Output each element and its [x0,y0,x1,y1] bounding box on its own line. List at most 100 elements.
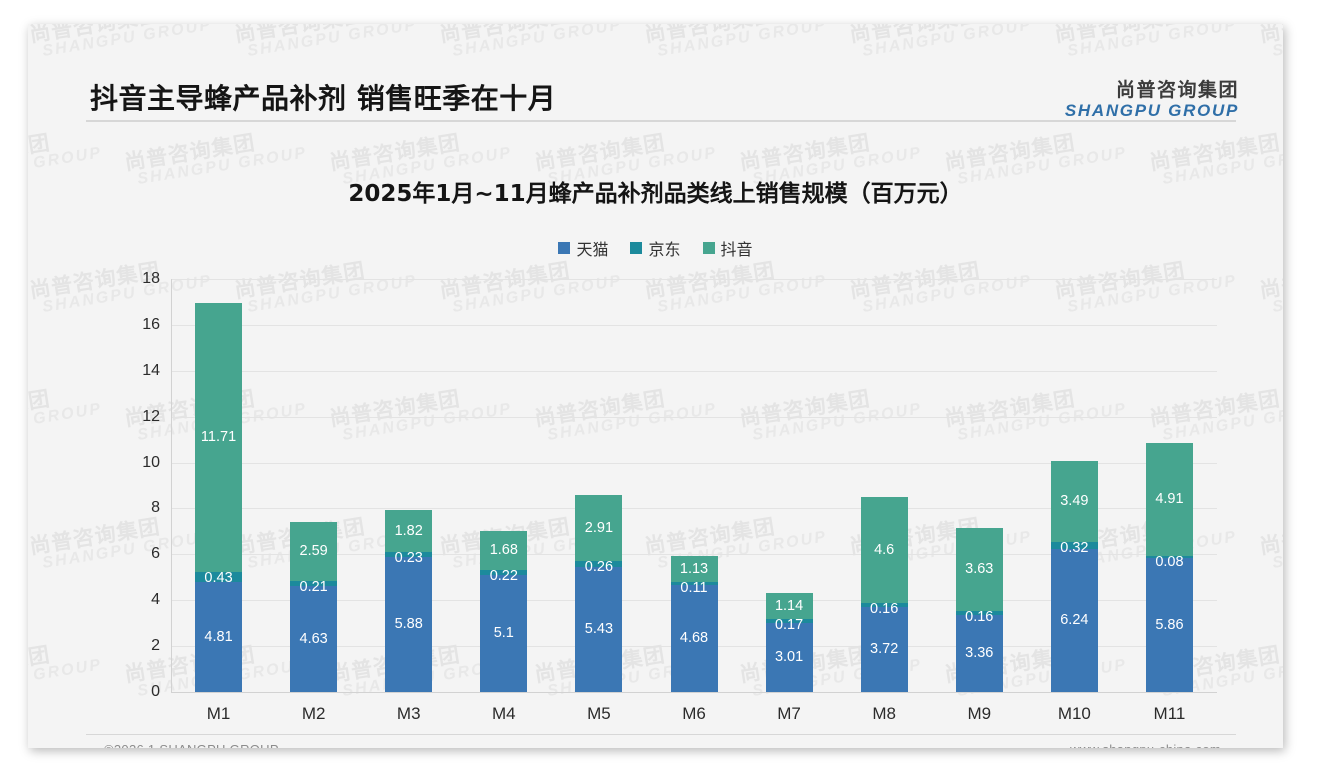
chart-title: 2025年1月~11月蜂产品补剂品类线上销售规模（百万元） [348,181,963,207]
bar-value-label: 3.72 [870,641,899,658]
bar-value-label: 5.88 [394,616,423,633]
bar-value-label: 0.08 [1155,553,1184,570]
bar-segment-天猫[interactable]: 4.68 [670,584,718,692]
bar-segment-京东[interactable]: 0.21 [290,580,338,594]
y-axis-line [171,279,172,692]
bar-group[interactable]: 5.86 0.08 4.91 M11 [1145,443,1193,723]
legend-item-抖音[interactable]: 抖音 [702,236,753,260]
bar-group[interactable]: 3.72 0.16 4.6 M8 [860,497,908,723]
bar-group[interactable]: 5.88 0.23 1.82 M3 [385,510,433,723]
bar-value-label: 1.82 [394,522,423,539]
bar-segment-抖音[interactable]: 1.68 [480,531,528,570]
bar-group[interactable]: 3.36 0.16 3.63 M9 [955,527,1003,723]
slide-header: 抖音主导蜂产品补剂 销售旺季在十月 尚普咨询集团 SHANGPU GROUP [28,24,1283,122]
bar-segment-天猫[interactable]: 5.43 [575,567,623,692]
bar-segment-抖音[interactable]: 1.13 [670,556,718,583]
bar-segment-抖音[interactable]: 11.71 [195,303,243,572]
bar-group[interactable]: 4.68 0.11 1.13 M6 [670,556,718,723]
bar-value-label: 4.81 [204,628,233,645]
bar-value-label: 2.59 [299,543,328,559]
gridline [171,324,1217,326]
y-axis-tick-label: 8 [151,499,160,517]
bar-segment-京东[interactable]: 0.17 [765,618,813,632]
bar-segment-抖音[interactable]: 1.82 [385,510,433,552]
chart-plot-area: 0 2 4 6 8 10 12 14 16 18 4.81 0.43 11.71 M1 4.63 0.21 2… [142,270,1217,723]
bar-segment-京东[interactable]: 0.32 [1050,540,1098,555]
bar-value-label: 11.71 [200,429,237,446]
bar-group[interactable]: 6.24 0.32 3.49 M10 [1050,461,1098,723]
bar-segment-天猫[interactable]: 3.01 [765,622,813,692]
bar-segment-京东[interactable]: 0.43 [195,571,243,585]
bar-segment-抖音[interactable]: 3.63 [955,527,1003,612]
bar-value-label: 0.26 [584,559,614,576]
bar-segment-京东[interactable]: 0.22 [480,569,528,583]
bar-segment-天猫[interactable]: 3.36 [955,614,1003,692]
bar-group[interactable]: 5.43 0.26 2.91 M5 [575,494,623,723]
bar-value-label: 4.91 [1155,491,1184,508]
bar-segment-天猫[interactable]: 4.81 [195,581,243,692]
bar-value-label: 0.17 [774,617,804,634]
bar-segment-抖音[interactable]: 2.91 [575,494,623,562]
y-axis-tick-label: 10 [142,453,160,471]
legend-swatch-icon [702,242,715,254]
bar-group[interactable]: 3.01 0.17 1.14 M7 [765,592,813,723]
page-title: 抖音主导蜂产品补剂 销售旺季在十月 [90,82,557,115]
x-axis-tick-label: M9 [967,704,992,723]
bar-value-label: 0.32 [1060,539,1089,556]
bar-segment-京东[interactable]: 0.26 [575,560,623,574]
legend-item-京东[interactable]: 京东 [630,236,681,260]
bar-segment-抖音[interactable]: 4.91 [1145,443,1193,556]
bar-segment-天猫[interactable]: 3.72 [860,606,908,692]
legend-item-天猫[interactable]: 天猫 [558,236,608,260]
x-axis-tick-label: M5 [587,704,611,723]
bar-value-label: 5.43 [584,621,614,638]
gridline [171,279,1217,280]
bar-segment-京东[interactable]: 0.16 [955,610,1003,624]
bar-value-label: 5.1 [493,625,514,642]
bar-value-label: 3.36 [965,645,994,662]
bar-segment-天猫[interactable]: 6.24 [1050,548,1098,692]
bar-segment-抖音[interactable]: 3.49 [1050,461,1098,542]
bar-segment-抖音[interactable]: 4.6 [860,497,908,603]
bar-value-label: 3.01 [774,649,804,666]
bar-value-label: 4.6 [874,541,895,558]
y-axis-tick-label: 4 [151,591,160,609]
bar-segment-抖音[interactable]: 1.14 [765,592,813,620]
bar-group[interactable]: 4.81 0.43 11.71 M1 [195,303,243,723]
bar-group[interactable]: 4.63 0.21 2.59 M2 [290,521,338,723]
x-axis-tick-label: M6 [682,704,706,723]
bar-value-label: 0.22 [489,567,518,584]
bar-value-label: 0.11 [680,580,708,597]
bar-segment-京东[interactable]: 0.16 [860,602,908,616]
y-axis-tick-label: 0 [151,683,160,700]
legend-label: 抖音 [720,240,753,259]
bar-segment-天猫[interactable]: 5.86 [1145,557,1193,692]
legend-swatch-icon [630,242,643,254]
bar-segment-京东[interactable]: 0.08 [1145,555,1193,569]
bar-value-label: 0.43 [204,569,233,586]
bar-segment-抖音[interactable]: 2.59 [290,521,338,581]
bar-group[interactable]: 5.1 0.22 1.68 M4 [480,531,528,723]
bar-value-label: 0.23 [394,549,423,566]
brand-logo-en: SHANGPU GROUP [1064,101,1239,121]
brand-logo: 尚普咨询集团 SHANGPU GROUP [1064,79,1239,121]
bar-value-label: 5.86 [1155,616,1184,633]
bar-value-label: 3.49 [1060,493,1089,510]
bar-value-label: 0.21 [299,578,328,595]
bar-segment-天猫[interactable]: 5.1 [480,574,528,692]
x-axis-tick-label: M4 [492,704,516,723]
y-axis-tick-label: 14 [142,361,160,379]
bar-value-label: 3.63 [965,561,994,578]
bar-segment-天猫[interactable]: 4.63 [290,585,338,692]
gridline [171,462,1217,464]
bar-segment-天猫[interactable]: 5.88 [385,557,433,692]
bar-segment-京东[interactable]: 0.11 [670,581,718,595]
x-axis-tick-label: M11 [1153,704,1186,723]
footer-divider [86,734,1236,735]
bar-segment-京东[interactable]: 0.23 [385,551,433,565]
bar-value-label: 1.13 [679,560,709,577]
header-divider [86,120,1236,122]
x-axis-tick-label: M3 [396,704,421,723]
